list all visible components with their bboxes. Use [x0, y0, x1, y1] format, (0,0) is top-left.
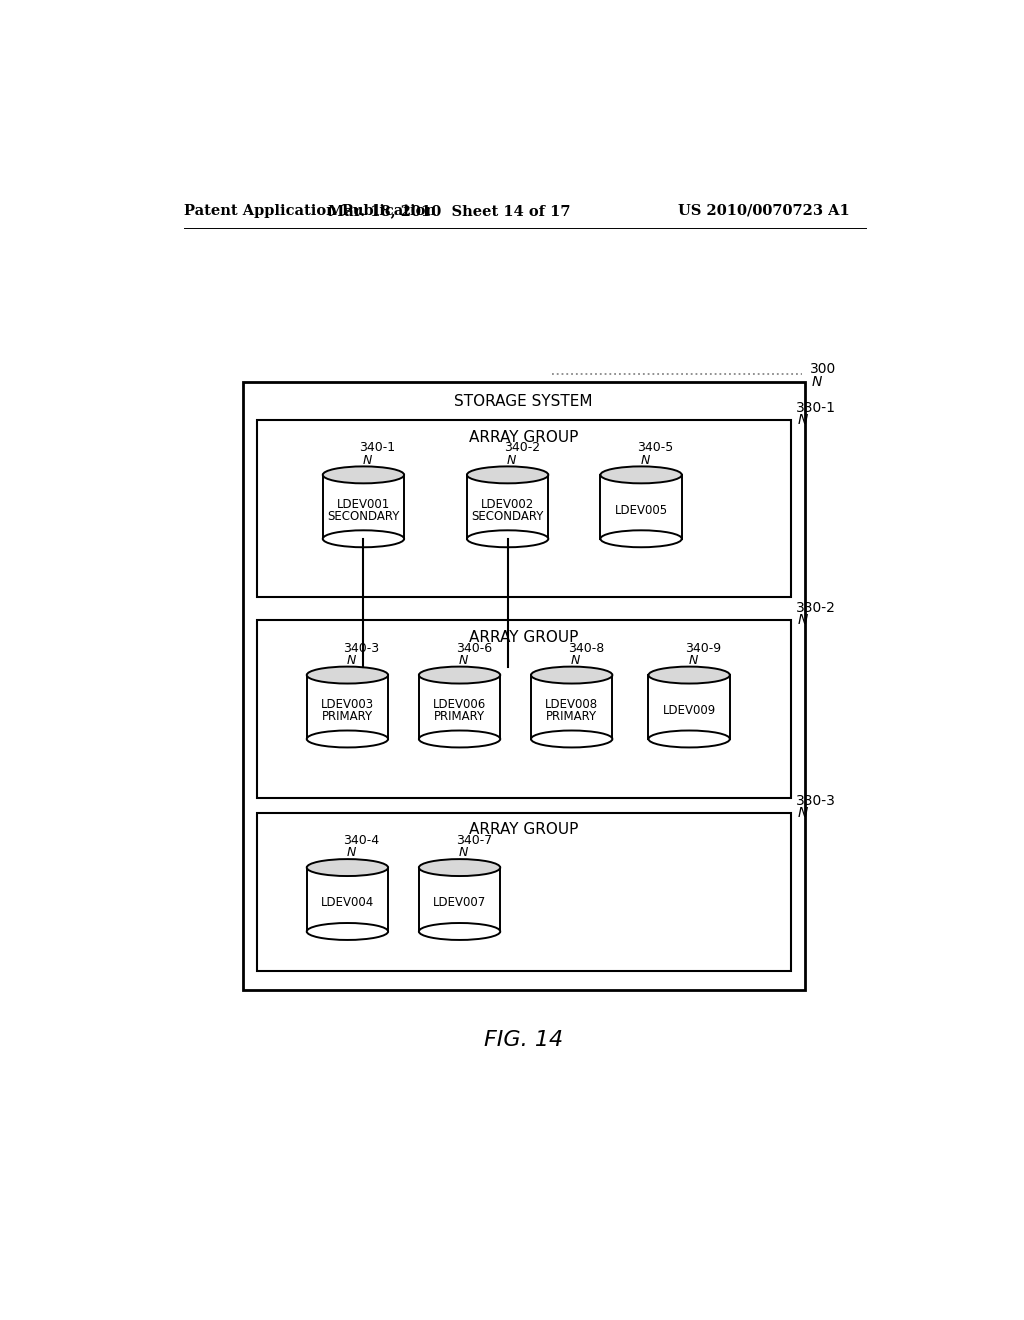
Ellipse shape	[307, 730, 388, 747]
Bar	[419, 675, 501, 739]
Text: N: N	[459, 653, 468, 667]
Text: FIG. 14: FIG. 14	[484, 1030, 563, 1049]
Ellipse shape	[467, 531, 548, 548]
Text: N: N	[507, 454, 516, 467]
Text: N: N	[571, 653, 581, 667]
Ellipse shape	[648, 730, 730, 747]
Text: 340-9: 340-9	[685, 642, 722, 655]
Text: LDEV003: LDEV003	[321, 698, 374, 711]
Text: N: N	[347, 653, 356, 667]
Text: N: N	[798, 807, 808, 820]
Text: N: N	[347, 846, 356, 859]
Ellipse shape	[419, 859, 501, 876]
Text: 300: 300	[810, 363, 837, 376]
Text: 340-6: 340-6	[456, 642, 492, 655]
Bar	[257, 620, 791, 797]
Text: LDEV006: LDEV006	[433, 698, 486, 711]
Text: N: N	[362, 454, 372, 467]
Text: US 2010/0070723 A1: US 2010/0070723 A1	[678, 203, 849, 218]
Text: LDEV007: LDEV007	[433, 896, 486, 909]
Ellipse shape	[600, 531, 682, 548]
Text: LDEV009: LDEV009	[663, 704, 716, 717]
Text: ARRAY GROUP: ARRAY GROUP	[469, 429, 579, 445]
Text: 330-2: 330-2	[796, 601, 836, 615]
Ellipse shape	[648, 667, 730, 684]
Bar	[307, 867, 388, 932]
Text: SECONDARY: SECONDARY	[471, 510, 544, 523]
Text: STORAGE SYSTEM: STORAGE SYSTEM	[455, 395, 593, 409]
Text: 330-3: 330-3	[796, 793, 836, 808]
Bar	[257, 813, 791, 970]
Text: LDEV001: LDEV001	[337, 498, 390, 511]
Bar	[531, 675, 612, 739]
Text: Mar. 18, 2010  Sheet 14 of 17: Mar. 18, 2010 Sheet 14 of 17	[329, 203, 570, 218]
Text: 340-2: 340-2	[504, 441, 540, 454]
Text: Patent Application Publication: Patent Application Publication	[183, 203, 436, 218]
Bar	[257, 420, 791, 597]
Ellipse shape	[419, 667, 501, 684]
Text: N: N	[640, 454, 649, 467]
Bar	[307, 675, 388, 739]
Text: LDEV008: LDEV008	[545, 698, 598, 711]
Text: N: N	[798, 413, 808, 428]
Ellipse shape	[307, 923, 388, 940]
Text: N: N	[688, 653, 697, 667]
Bar	[467, 475, 548, 539]
Ellipse shape	[467, 466, 548, 483]
Ellipse shape	[531, 730, 612, 747]
Text: PRIMARY: PRIMARY	[434, 710, 485, 723]
Ellipse shape	[323, 466, 404, 483]
Bar	[419, 867, 501, 932]
Text: LDEV002: LDEV002	[481, 498, 535, 511]
Text: 340-3: 340-3	[343, 642, 380, 655]
Ellipse shape	[419, 923, 501, 940]
Text: ARRAY GROUP: ARRAY GROUP	[469, 630, 579, 645]
Text: 330-1: 330-1	[796, 401, 836, 414]
Bar	[600, 475, 682, 539]
Text: SECONDARY: SECONDARY	[328, 510, 399, 523]
Text: N: N	[812, 375, 822, 388]
Text: PRIMARY: PRIMARY	[322, 710, 373, 723]
Text: LDEV004: LDEV004	[321, 896, 374, 909]
Text: N: N	[798, 614, 808, 627]
Text: 340-5: 340-5	[637, 441, 674, 454]
Ellipse shape	[307, 859, 388, 876]
Bar	[243, 381, 805, 990]
Bar	[648, 675, 730, 739]
Bar	[323, 475, 404, 539]
Ellipse shape	[600, 466, 682, 483]
Ellipse shape	[307, 667, 388, 684]
Text: LDEV005: LDEV005	[614, 503, 668, 516]
Text: PRIMARY: PRIMARY	[546, 710, 597, 723]
Text: 340-4: 340-4	[343, 834, 380, 847]
Text: N: N	[459, 846, 468, 859]
Text: 340-8: 340-8	[568, 642, 604, 655]
Text: 340-1: 340-1	[359, 441, 395, 454]
Ellipse shape	[419, 730, 501, 747]
Ellipse shape	[323, 531, 404, 548]
Ellipse shape	[531, 667, 612, 684]
Text: ARRAY GROUP: ARRAY GROUP	[469, 822, 579, 837]
Text: 340-7: 340-7	[456, 834, 492, 847]
